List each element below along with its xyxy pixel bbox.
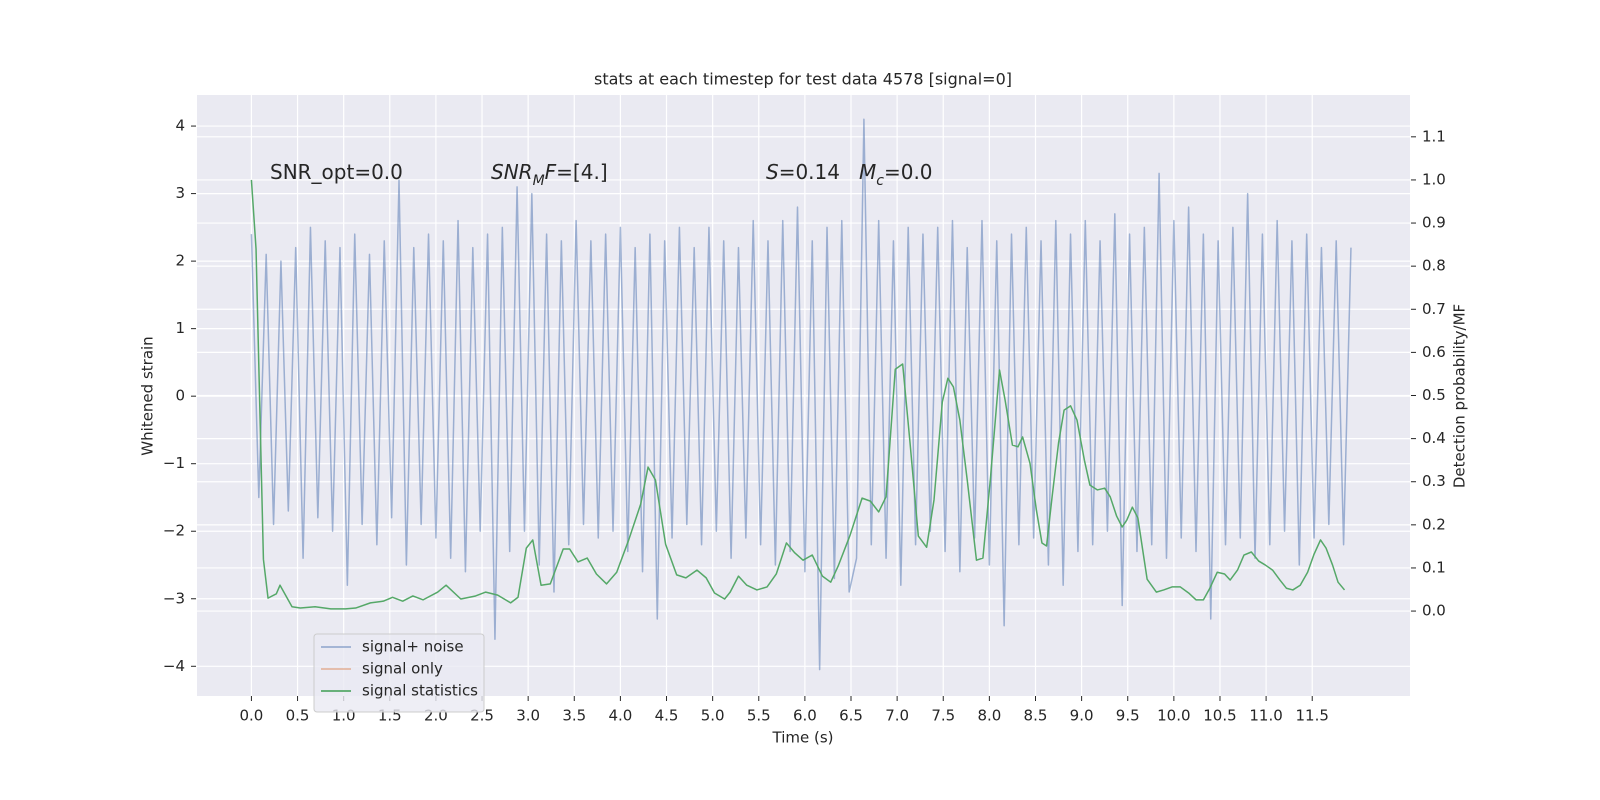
y2-tick-label: 0.7 — [1422, 300, 1446, 318]
x-tick-label: 8.0 — [977, 707, 1001, 725]
y2-tick-label: 1.1 — [1422, 127, 1446, 145]
y-tick-label: −3 — [163, 589, 185, 607]
annotation-part: c — [876, 173, 884, 189]
annotation: SNR_opt=0.0 — [270, 160, 403, 184]
y-tick-label: 0 — [175, 387, 185, 405]
annotation-part: M — [859, 160, 876, 184]
annotation-part: S — [766, 160, 779, 184]
y2-axis-label: Detection probability/MF — [1451, 304, 1469, 488]
legend: signal+ noise signal only signal statistic… — [313, 633, 485, 713]
annotation-part: =[4.] — [556, 160, 607, 184]
x-tick-label: 5.5 — [747, 707, 771, 725]
y2-tick-label: 0.1 — [1422, 558, 1446, 576]
y-tick-label: 3 — [175, 184, 185, 202]
y-tick-label: 4 — [175, 117, 185, 135]
y2-tick-label: 0.0 — [1422, 602, 1446, 620]
x-tick-label: 6.0 — [793, 707, 817, 725]
legend-box — [313, 633, 485, 713]
legend-label: signal statistics — [362, 682, 478, 700]
marks — [250, 118, 1352, 671]
y2-tick-label: 0.2 — [1422, 515, 1446, 533]
series-line — [250, 118, 1352, 671]
y2-tick-label: 0.8 — [1422, 257, 1446, 275]
x-tick-label: 9.5 — [1116, 707, 1140, 725]
x-tick-label: 5.0 — [701, 707, 725, 725]
y-tick-label: −4 — [163, 657, 185, 675]
x-tick-label: 0.5 — [286, 707, 310, 725]
x-tick-label: 11.0 — [1249, 707, 1282, 725]
annotation: S=0.14 — [766, 160, 840, 184]
x-tick-label: 10.5 — [1203, 707, 1236, 725]
y2-tick-label: 1.0 — [1422, 170, 1446, 188]
x-tick-label: 7.0 — [885, 707, 909, 725]
annotation: SNRMF=[4.] — [491, 160, 608, 190]
y2-tick-label: 0.9 — [1422, 214, 1446, 232]
annotation-part: =0.14 — [779, 160, 840, 184]
legend-label: signal only — [362, 660, 443, 678]
x-tick-label: 11.5 — [1296, 707, 1329, 725]
y2-tick-label: 0.4 — [1422, 429, 1446, 447]
annotation: Mc=0.0 — [859, 160, 933, 190]
y-tick-label: −1 — [163, 454, 185, 472]
series-line — [250, 179, 1346, 610]
x-tick-label: 4.5 — [655, 707, 679, 725]
y-axis-label: Whitened strain — [139, 336, 157, 455]
x-tick-label: 8.5 — [1024, 707, 1048, 725]
x-axis-label: Time (s) — [772, 729, 834, 747]
annotation-part: SNR — [491, 160, 533, 184]
y-tick-label: 2 — [175, 252, 185, 270]
annotation-part: =0.0 — [884, 160, 933, 184]
x-tick-label: 3.5 — [562, 707, 586, 725]
chart-title: stats at each timestep for test data 457… — [594, 70, 1012, 89]
y-tick-label: −2 — [163, 522, 185, 540]
y2-tick-label: 0.3 — [1422, 472, 1446, 490]
annotation-part: F — [545, 160, 557, 184]
y2-tick-label: 0.5 — [1422, 386, 1446, 404]
x-tick-label: 0.0 — [239, 707, 263, 725]
x-tick-label: 9.0 — [1070, 707, 1094, 725]
x-tick-label: 10.0 — [1157, 707, 1190, 725]
y2-tick-label: 0.6 — [1422, 343, 1446, 361]
x-tick-label: 6.5 — [839, 707, 863, 725]
annotation-part: M — [533, 173, 545, 189]
annotation-part: SNR_opt=0.0 — [270, 160, 403, 184]
grid — [197, 95, 1410, 696]
x-tick-label: 4.0 — [608, 707, 632, 725]
x-tick-label: 3.0 — [516, 707, 540, 725]
y-tick-label: 1 — [175, 319, 185, 337]
axes: 0.0 0.5 1.0 1.5 2.0 2.5 3.0 3.5 4.0 4.5 5.0 5.5 6.0 6… — [163, 117, 1446, 725]
legend-label: signal+ noise — [362, 638, 464, 656]
x-tick-label: 7.5 — [931, 707, 955, 725]
